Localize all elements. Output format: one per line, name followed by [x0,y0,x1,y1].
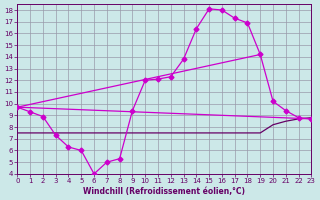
X-axis label: Windchill (Refroidissement éolien,°C): Windchill (Refroidissement éolien,°C) [84,187,245,196]
